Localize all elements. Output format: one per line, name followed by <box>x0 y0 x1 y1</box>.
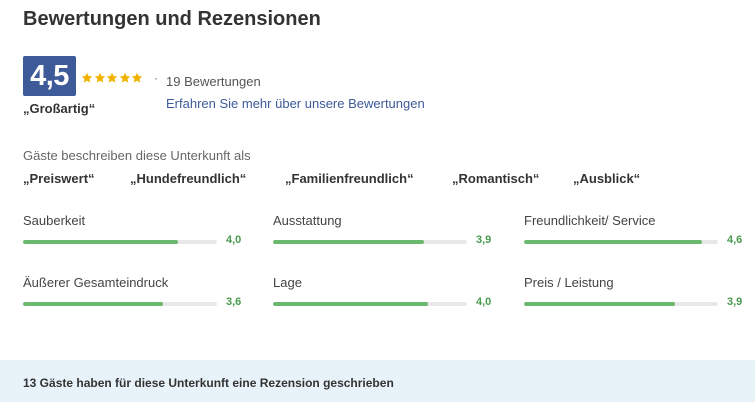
guest-description-intro: Gäste beschreiben diese Unterkunft als <box>23 148 251 163</box>
criterion-bar-fill <box>23 240 179 244</box>
criterion-value: 4,0 <box>226 234 242 246</box>
criterion-bar-fill <box>524 302 676 306</box>
criterion-equipment: Ausstattung 3,9 <box>273 213 493 257</box>
criterion-label: Ausstattung <box>273 213 342 228</box>
star-icon <box>119 72 132 84</box>
criterion-bar-fill <box>23 302 163 306</box>
criterion-bar-track <box>524 240 718 244</box>
criterion-value: 3,9 <box>476 234 492 246</box>
criterion-bar-fill <box>273 240 425 244</box>
criterion-cleanliness: Sauberkeit 4,0 <box>23 213 243 257</box>
rating-verdict: „Großartig“ <box>23 101 96 116</box>
star-icon <box>106 72 119 84</box>
criterion-label: Freundlichkeit/ Service <box>524 213 656 228</box>
guest-tag: „Preiswert“ <box>23 171 95 186</box>
star-icon <box>131 72 144 84</box>
criterion-bar-track <box>524 302 718 306</box>
criterion-bar-track <box>273 302 467 306</box>
criterion-value: 4,0 <box>476 296 492 308</box>
criterion-value: 4,6 <box>727 234 743 246</box>
guest-tag: „Ausblick“ <box>573 171 641 186</box>
criterion-value-for-money: Preis / Leistung 3,9 <box>524 275 744 319</box>
criterion-label: Lage <box>273 275 302 290</box>
star-icon <box>94 72 107 84</box>
criterion-label: Sauberkeit <box>23 213 86 228</box>
learn-more-link[interactable]: Erfahren Sie mehr über unsere Bewertunge… <box>166 96 425 111</box>
criterion-overall-impression: Äußerer Gesamteindruck 3,6 <box>23 275 243 319</box>
criterion-label: Äußerer Gesamteindruck <box>23 275 169 290</box>
criterion-service: Freundlichkeit/ Service 4,6 <box>524 213 744 257</box>
criterion-bar-fill <box>273 302 429 306</box>
criterion-bar-track <box>273 240 467 244</box>
guest-tag: „Familienfreundlich“ <box>285 171 414 186</box>
criterion-bar-fill <box>524 240 703 244</box>
criterion-location: Lage 4,0 <box>273 275 493 319</box>
criterion-value: 3,9 <box>727 296 743 308</box>
guest-tag: „Romantisch“ <box>452 171 540 186</box>
separator-dot: · <box>154 71 158 85</box>
rating-stars <box>81 72 144 84</box>
guest-tag: „Hundefreundlich“ <box>130 171 247 186</box>
overall-score-badge: 4,5 <box>23 56 76 96</box>
criterion-bar-track <box>23 240 217 244</box>
review-count: 19 Bewertungen <box>166 74 261 89</box>
criterion-label: Preis / Leistung <box>524 275 614 290</box>
criterion-value: 3,6 <box>226 296 242 308</box>
section-title: Bewertungen und Rezensionen <box>23 8 321 30</box>
footer-review-summary: 13 Gäste haben für diese Unterkunft eine… <box>23 376 394 390</box>
star-icon <box>81 72 94 84</box>
reviews-footer-banner: 13 Gäste haben für diese Unterkunft eine… <box>0 360 755 402</box>
guest-tags: „Preiswert“ „Hundefreundlich“ „Familienf… <box>23 171 663 189</box>
criterion-bar-track <box>23 302 217 306</box>
